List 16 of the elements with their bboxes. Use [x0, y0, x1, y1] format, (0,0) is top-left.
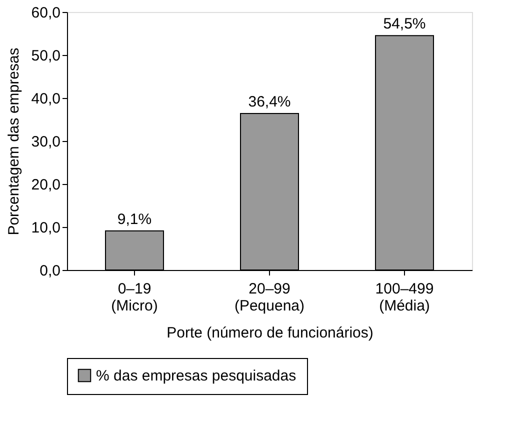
- x-axis-title: Porte (número de funcionários): [166, 324, 374, 342]
- y-tick-label: 60,0: [31, 4, 60, 22]
- x-tick-label: 0–19 (Micro): [111, 280, 158, 314]
- data-label: 54,5%: [383, 16, 426, 33]
- y-axis-title: Porcentagem das empresas: [5, 48, 22, 236]
- y-tick-label: 10,0: [31, 220, 60, 236]
- y-tick-label: 0,0: [40, 262, 60, 280]
- x-tick-label: 20–99 (Pequena): [234, 280, 305, 314]
- x-tick-label: 100–499 (Média): [375, 280, 434, 314]
- y-tick-label: 30,0: [31, 134, 60, 150]
- data-label: 36,4%: [248, 93, 291, 110]
- y-tick-label: 50,0: [31, 48, 60, 64]
- legend-label: % das empresas pesquisadas: [96, 368, 296, 384]
- y-tick-label: 40,0: [31, 90, 60, 108]
- y-tick-label: 20,0: [31, 176, 60, 194]
- data-label: 9,1%: [117, 210, 152, 228]
